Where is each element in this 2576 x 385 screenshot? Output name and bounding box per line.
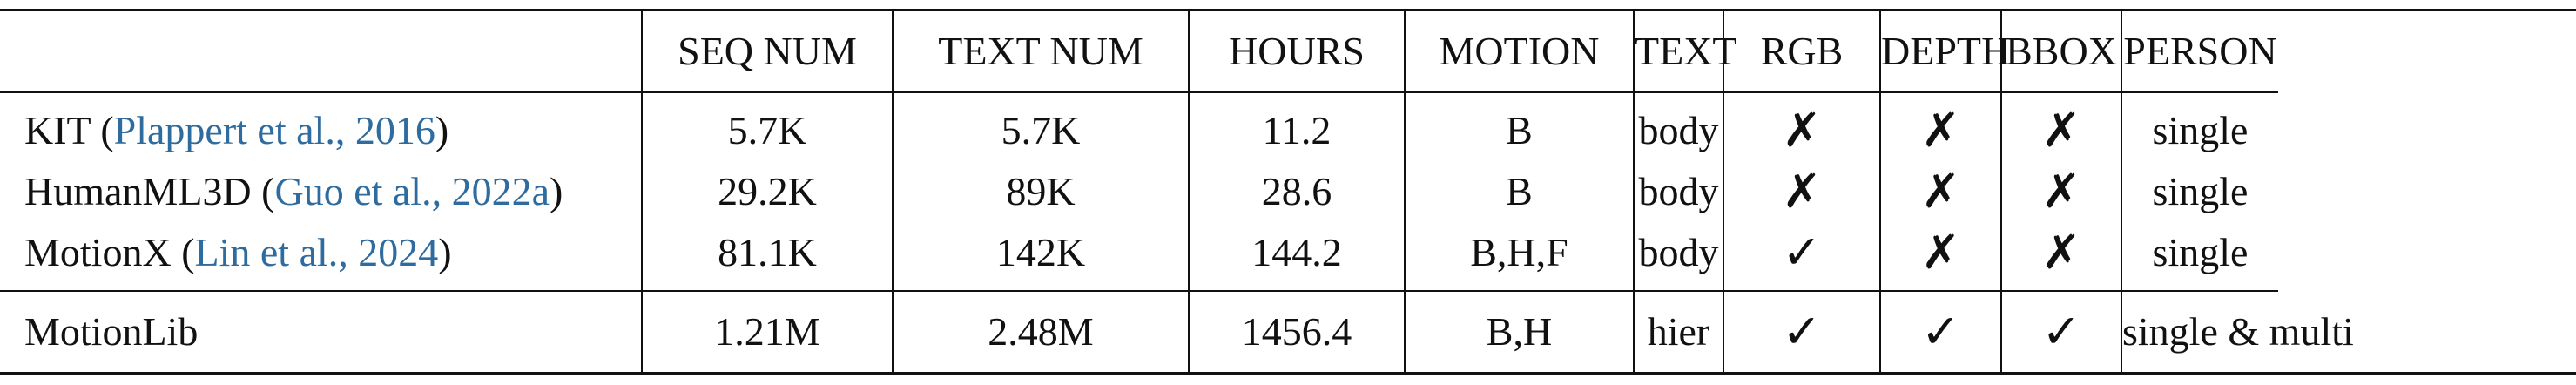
table-row-humanml3d: HumanML3D (Guo et al., 2022a) 29.2K 89K … (0, 161, 2576, 222)
dataset-name: MotionLib (0, 290, 642, 374)
text-num-cell: 5.7K (892, 92, 1189, 161)
seq-num-cell: 29.2K (641, 161, 893, 222)
header-text-num: TEXT NUM (892, 10, 1189, 93)
motion-cell: B (1404, 92, 1634, 161)
depth-cross-icon: ✗ (1879, 92, 2001, 161)
text-cell: body (1633, 222, 1723, 291)
bbox-cross-icon: ✗ (2000, 161, 2121, 222)
text-num-cell: 142K (892, 222, 1189, 291)
hours-cell: 28.6 (1188, 161, 1405, 222)
bbox-check-icon: ✓ (2000, 290, 2121, 374)
person-cell: single (2121, 161, 2278, 222)
citation-link[interactable]: Plappert et al., 2016 (113, 108, 435, 152)
header-hours: HOURS (1188, 10, 1405, 93)
rgb-cross-icon: ✗ (1723, 161, 1880, 222)
bbox-cross-icon: ✗ (2000, 92, 2121, 161)
dataset-comparison-table: SEQ NUM TEXT NUM HOURS MOTION TEXT RGB D… (0, 9, 2576, 375)
hours-cell: 1456.4 (1188, 290, 1405, 374)
comparison-table: SEQ NUM TEXT NUM HOURS MOTION TEXT RGB D… (0, 9, 2576, 375)
table-row-motionx: MotionX (Lin et al., 2024) 81.1K 142K 14… (0, 222, 2576, 291)
dataset-name: MotionX (24, 230, 172, 274)
depth-check-icon: ✓ (1879, 290, 2001, 374)
citation-link[interactable]: Lin et al., 2024 (194, 230, 439, 274)
rgb-check-icon: ✓ (1723, 290, 1880, 374)
rgb-check-icon: ✓ (1723, 222, 1880, 291)
bbox-cross-icon: ✗ (2000, 222, 2121, 291)
dataset-name-cell: KIT (Plappert et al., 2016) (24, 108, 449, 152)
text-cell: body (1633, 161, 1723, 222)
seq-num-cell: 81.1K (641, 222, 893, 291)
seq-num-cell: 5.7K (641, 92, 893, 161)
rgb-cross-icon: ✗ (1723, 92, 1880, 161)
motion-cell: B,H,F (1404, 222, 1634, 291)
motion-cell: B (1404, 161, 1634, 222)
header-seq-num: SEQ NUM (641, 10, 893, 93)
text-num-cell: 89K (892, 161, 1189, 222)
header-row: SEQ NUM TEXT NUM HOURS MOTION TEXT RGB D… (0, 10, 2576, 93)
header-rgb: RGB (1723, 10, 1880, 93)
text-num-cell: 2.48M (892, 290, 1189, 374)
table-row-motionlib: MotionLib 1.21M 2.48M 1456.4 B,H hier ✓ … (0, 290, 2576, 374)
header-motion: MOTION (1404, 10, 1634, 93)
person-cell: single & multi (2121, 290, 2354, 374)
depth-cross-icon: ✗ (1879, 161, 2001, 222)
motion-cell: B,H (1404, 290, 1634, 374)
hours-cell: 144.2 (1188, 222, 1405, 291)
header-depth: DEPTH (1879, 10, 2010, 93)
text-cell: hier (1633, 290, 1723, 374)
person-cell: single (2121, 222, 2278, 291)
table-row-kit: KIT (Plappert et al., 2016) 5.7K 5.7K 11… (0, 92, 2576, 161)
hours-cell: 11.2 (1188, 92, 1405, 161)
header-text: TEXT (1633, 10, 1737, 93)
dataset-name-cell: HumanML3D (Guo et al., 2022a) (24, 169, 563, 213)
dataset-name-cell: MotionX (Lin et al., 2024) (24, 230, 452, 274)
header-person: PERSON (2121, 10, 2278, 93)
depth-cross-icon: ✗ (1879, 222, 2001, 291)
person-cell: single (2121, 92, 2278, 161)
text-cell: body (1633, 92, 1723, 161)
seq-num-cell: 1.21M (641, 290, 893, 374)
header-bbox: BBOX (2000, 10, 2121, 93)
dataset-name: HumanML3D (24, 169, 252, 213)
header-dataset (0, 10, 642, 93)
dataset-name: KIT (24, 108, 91, 152)
citation-link[interactable]: Guo et al., 2022a (274, 169, 550, 213)
